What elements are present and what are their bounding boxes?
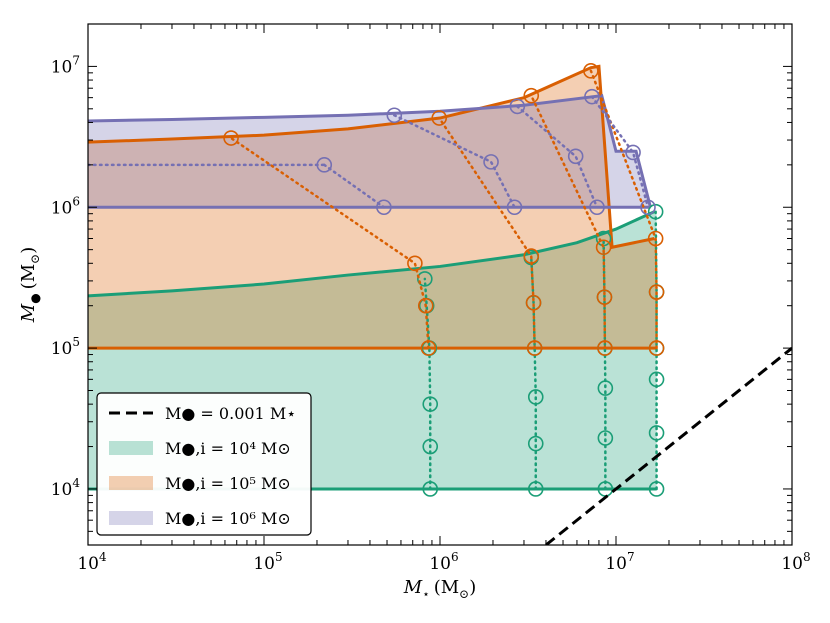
orange-track-2-point-0 xyxy=(597,340,613,356)
reference-line-group xyxy=(545,346,792,545)
y-tick-label-1: 105 xyxy=(51,335,80,359)
purple-track-1-point-0 xyxy=(386,107,403,124)
x-axis-label: M⋆ (M⊙) xyxy=(403,577,477,601)
evolution-tracks xyxy=(223,63,665,497)
green-track-3-point-1 xyxy=(648,425,665,441)
purple-track-0 xyxy=(323,163,386,209)
legend: M● = 0.001 M⋆ M●,i = 10⁴ M⊙ M●,i = 10⁵ M⊙ M… xyxy=(96,392,312,536)
orange-track-0-point-0 xyxy=(420,340,437,356)
orange-track-3-point-1 xyxy=(648,284,665,300)
purple-track-3-point-2 xyxy=(640,199,656,216)
orange-track-0-point-2 xyxy=(407,255,423,272)
green-track-0-point-5 xyxy=(417,271,433,287)
purple-track-1-point-2 xyxy=(506,199,523,216)
axes: 104 105 106 107 108 104 105 106 107 M⋆ (M⊙) M●(M⊙) xyxy=(18,23,811,601)
green-track-2-point-1 xyxy=(597,430,614,446)
green-track-3-point-0 xyxy=(648,481,665,497)
orange-track-3-point-3 xyxy=(583,63,599,79)
green-track-0-point-0 xyxy=(422,481,439,497)
green-track-2-point-2 xyxy=(597,380,614,396)
orange-track-1-point-1 xyxy=(525,294,542,311)
purple-track-2 xyxy=(516,105,599,209)
purple-track-3-point-0 xyxy=(584,88,600,105)
orange-track-1-point-3 xyxy=(431,110,448,126)
orange-track-1 xyxy=(437,116,536,350)
legend-box xyxy=(96,392,312,536)
orange-track-2-point-1 xyxy=(596,289,613,305)
orange-track-2 xyxy=(530,94,607,350)
orange-track-3-point-0 xyxy=(648,340,665,356)
orange-track-3-point-2 xyxy=(647,230,664,247)
reference-line xyxy=(545,346,792,545)
purple-track-2-point-0 xyxy=(509,98,526,115)
purple-track-3-point-1 xyxy=(625,144,641,161)
purple-track-3 xyxy=(590,95,650,209)
purple-track-1 xyxy=(393,114,516,209)
y-tick-label-0: 104 xyxy=(51,476,81,500)
green-track-0-point-2 xyxy=(422,396,439,412)
legend-label-3: M●,i = 10⁶ M⊙ xyxy=(165,509,291,528)
orange-track-0-point-1 xyxy=(417,297,434,314)
purple-track-1-point-1 xyxy=(483,154,499,170)
green-track-3-point-5 xyxy=(647,203,664,220)
orange-track-2-point-3 xyxy=(523,87,540,104)
green-track-2 xyxy=(602,237,607,491)
green-track-3 xyxy=(654,210,658,491)
y-tick-label-3: 107 xyxy=(51,53,80,77)
legend-swatch-3 xyxy=(109,511,153,525)
green-track-0-point-1 xyxy=(422,438,439,455)
legend-label-0: M● = 0.001 M⋆ xyxy=(165,404,296,423)
green-track-1-point-0 xyxy=(527,481,544,497)
purple-track-2-point-2 xyxy=(589,199,605,216)
purple-fill-region xyxy=(88,95,651,208)
orange-track-1-point-2 xyxy=(523,248,540,264)
purple-track-2-point-1 xyxy=(567,148,584,165)
green-track-1-point-2 xyxy=(527,389,544,405)
x-tick-label-0: 104 xyxy=(77,550,107,574)
x-tick-label-1: 105 xyxy=(253,550,282,574)
legend-swatch-2 xyxy=(109,476,153,490)
x-tick-label-2: 106 xyxy=(429,550,458,574)
purple-track-0-point-0 xyxy=(316,157,333,173)
orange-track-2-point-2 xyxy=(595,239,612,256)
orange-track-3 xyxy=(589,69,658,350)
x-tick-label-3: 107 xyxy=(605,550,634,574)
legend-label-2: M●,i = 10⁵ M⊙ xyxy=(165,474,291,493)
green-track-1-point-1 xyxy=(527,435,544,452)
green-boundary-line-1 xyxy=(88,210,655,298)
y-tick-label-2: 106 xyxy=(51,194,80,218)
green-track-3-point-2 xyxy=(648,371,665,388)
purple-track-0-point-1 xyxy=(376,199,392,216)
y-axis-label: M●(M⊙) xyxy=(18,247,42,323)
orange-track-0 xyxy=(229,136,430,350)
legend-label-1: M●,i = 10⁴ M⊙ xyxy=(165,439,291,458)
legend-swatch-1 xyxy=(109,441,153,455)
orange-track-1-point-0 xyxy=(526,340,543,356)
orange-track-0-point-3 xyxy=(223,130,239,146)
x-tick-label-4: 108 xyxy=(781,550,810,574)
